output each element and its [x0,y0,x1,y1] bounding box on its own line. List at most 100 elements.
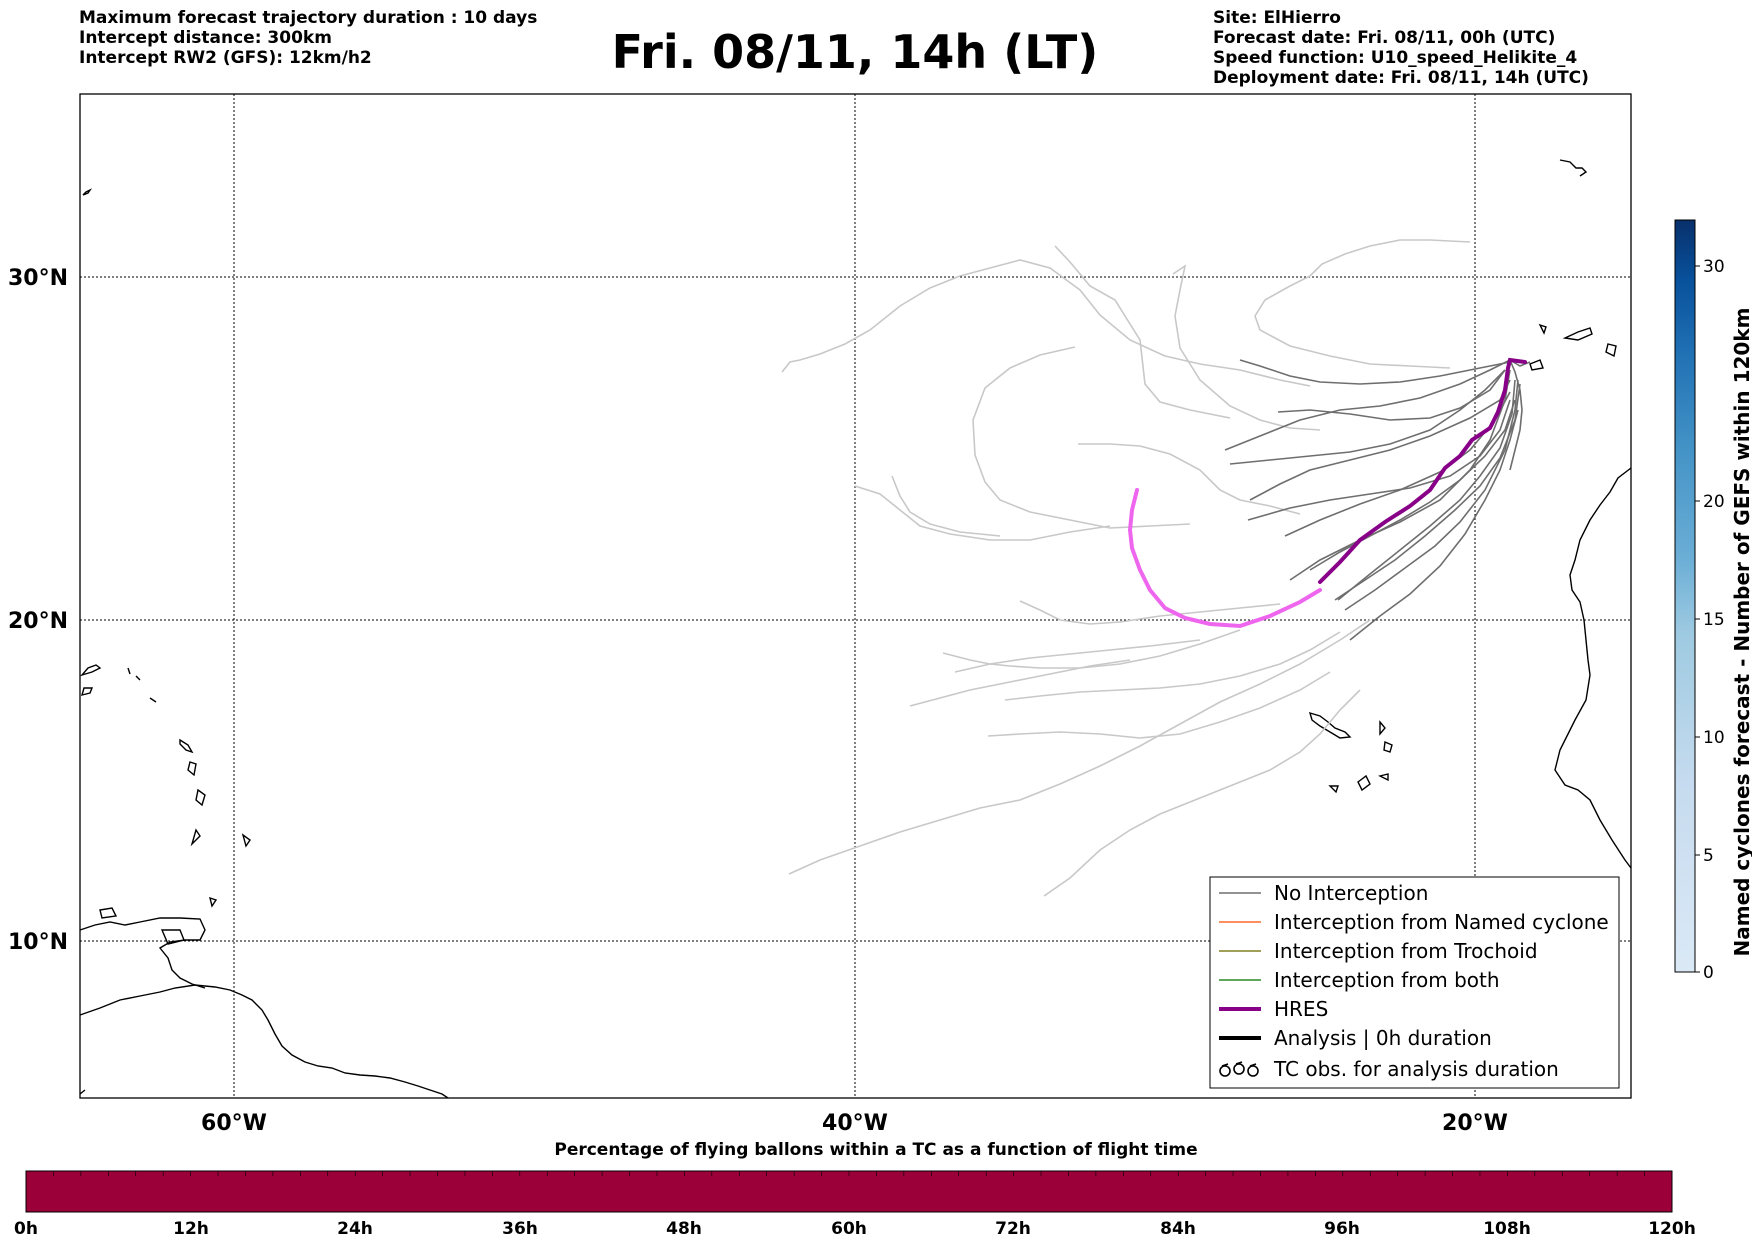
trajectory [1004,631,1341,701]
trajectory [909,659,1131,707]
colorbar-right-tick: 20 [1703,492,1725,512]
legend-label: HRES [1274,997,1328,1021]
trajectory [1224,359,1511,451]
header-right-line: Forecast date: Fri. 08/11, 00h (UTC) [1213,28,1556,48]
colorbar-bottom: 0h 12h 24h 36h 48h 60h 72h 84h 96h 108h … [14,1170,1696,1239]
island-fuerteventura [1562,327,1593,341]
island-madeira [1559,159,1588,177]
trajectory [1349,409,1519,641]
island-lanzarote [1529,359,1544,371]
island-aruba [99,907,118,919]
colorbar-right-tick: 10 [1703,728,1725,748]
legend: No Interception Interception from Named … [1209,876,1620,1089]
island [1379,720,1386,736]
lon-label: 20°W [1442,1111,1508,1136]
island-tenerife [1538,323,1547,335]
island [1357,774,1371,792]
header-right-line: Deployment date: Fri. 08/11, 14h (UTC) [1213,68,1589,88]
trajectory [1019,600,1281,625]
colorbar-right-tick: 0 [1703,963,1714,983]
ensemble-trajectories [781,239,1471,897]
legend-label: TC obs. for analysis duration [1273,1057,1559,1081]
colorbar-right: 0 5 10 15 20 30 Named cyclones forecast … [1674,219,1752,983]
colorbar-bottom-tick: 84h [1160,1219,1196,1239]
colorbar-bottom-tick: 48h [666,1219,702,1239]
trajectory [942,629,1241,669]
header-left-line: Intercept distance: 300km [79,28,332,48]
colorbar-bottom-tick: 60h [831,1219,867,1239]
trajectory [972,346,1191,529]
colorbar-right-bar [1674,219,1696,973]
colorbar-bottom-bar [25,1170,1673,1213]
coast-africa [1554,467,1632,869]
trajectory [954,639,1201,673]
lon-label: 40°W [822,1111,888,1136]
island-hispaniola [79,664,102,677]
hres-line-light [1127,488,1322,629]
island-barbados [241,833,251,848]
trajectory [1043,689,1361,897]
trajectory [987,671,1331,739]
legend-label: Interception from Trochoid [1274,939,1538,963]
trajectory [1239,359,1511,385]
trajectory [1229,369,1506,465]
island-tobago [209,896,218,908]
island [1383,740,1393,753]
trajectory [1254,239,1471,369]
colorbar-bottom-tick: 0h [14,1219,38,1239]
page-title: Fri. 08/11, 14h (LT) [611,25,1099,79]
colorbar-bottom-tick: 12h [173,1219,209,1239]
colorbar-bottom-tick: 108h [1483,1219,1531,1239]
trajectory [1309,399,1516,571]
island-cape-verde [1308,711,1352,739]
colorbar-right-tick: 30 [1703,257,1725,277]
trajectory [1054,245,1231,419]
trajectory [1172,264,1321,431]
trajectory [1247,399,1511,521]
lat-label: 20°N [8,609,68,634]
legend-label: Interception from both [1274,968,1500,992]
island [1377,773,1389,782]
island [127,667,131,675]
trajectory [1509,359,1523,471]
island [82,188,93,196]
lon-label: 60°W [201,1111,267,1136]
header-left-line: Intercept RW2 (GFS): 12km/h2 [79,48,372,68]
colorbar-bottom-tick: 96h [1324,1219,1360,1239]
coastlines [79,159,1632,1099]
trajectory [1337,379,1516,601]
trajectory [1249,379,1511,501]
coast-corner [79,1089,86,1095]
colorbar-right-tick: 15 [1703,610,1725,630]
legend-label: Interception from Named cyclone [1274,910,1609,934]
legend-label: Analysis | 0h duration [1274,1026,1492,1050]
header-left-line: Maximum forecast trajectory duration : 1… [79,8,538,28]
colorbar-bottom-tick: 36h [502,1219,538,1239]
coast-venezuela [79,917,206,989]
header-right-line: Speed function: U10_speed_Helikite_4 [1213,48,1578,68]
trajectory [1344,379,1519,611]
island-grenada [190,828,201,847]
colorbar-bottom-label: Percentage of flying ballons within a TC… [554,1140,1198,1160]
trajectory [854,485,1111,541]
island-st-lucia [195,788,206,807]
axis-labels: 30°N 20°N 10°N 60°W 40°W 20°W [8,266,1508,1136]
island-guadeloupe [179,738,194,754]
header-right: Site: ElHierro Forecast date: Fri. 08/11… [1213,8,1589,88]
island [149,697,157,703]
island [80,687,94,696]
header-left: Maximum forecast trajectory duration : 1… [79,8,537,68]
trajectory [788,619,1371,875]
colorbar-bottom-tick: 120h [1648,1219,1696,1239]
colorbar-right-label: Named cyclones forecast - Number of GEFS… [1730,308,1752,957]
legend-box [1209,876,1620,1089]
colorbar-bottom-tick: 24h [337,1219,373,1239]
island [1328,785,1339,794]
island [135,675,141,681]
tc-obs-icon [1219,1061,1259,1077]
header-right-line: Site: ElHierro [1213,8,1341,28]
colorbar-right-tick: 5 [1703,846,1714,866]
colorbar-bottom-tick: 72h [995,1219,1031,1239]
trajectory [891,475,1001,537]
